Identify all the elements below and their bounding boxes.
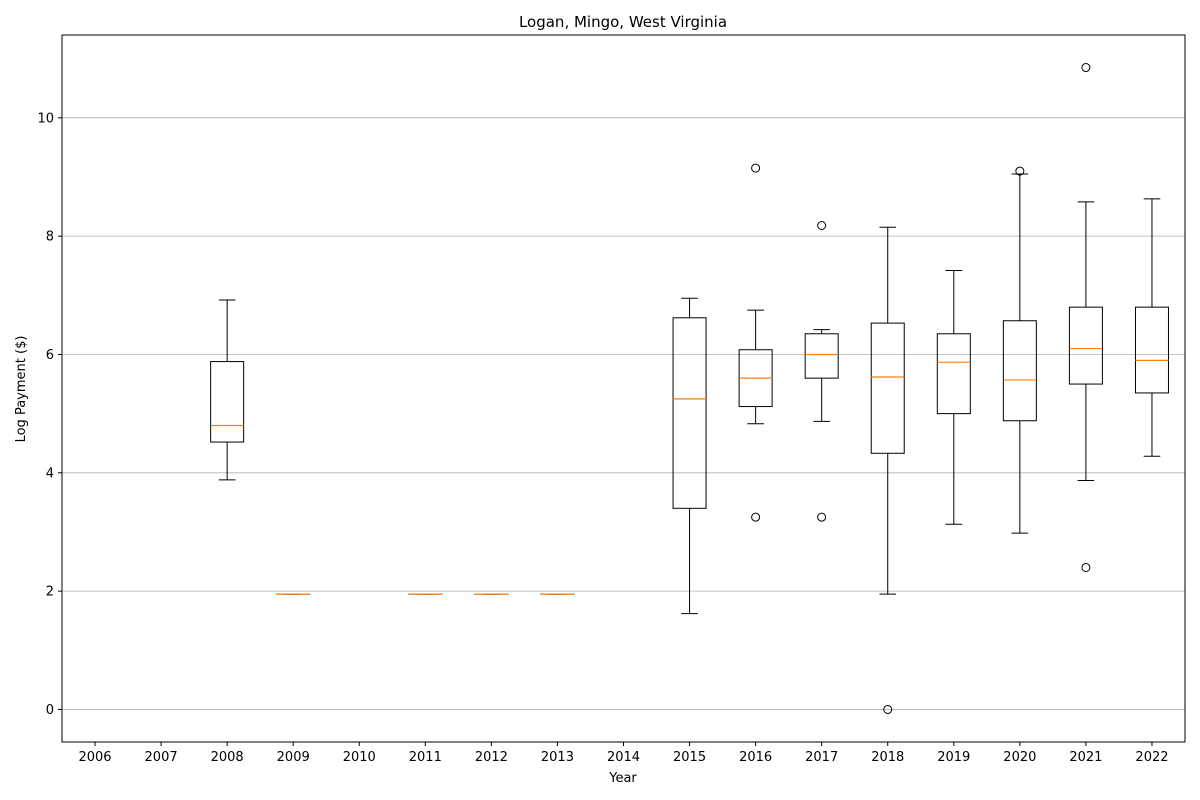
chart-title: Logan, Mingo, West Virginia xyxy=(519,13,727,31)
box-iqr xyxy=(1068,306,1103,385)
box-iqr xyxy=(672,317,707,509)
x-tick-label: 2008 xyxy=(211,750,244,765)
outlier-point xyxy=(1081,562,1091,572)
y-axis-ticks: 0 2 4 6 8 10 xyxy=(37,111,62,718)
x-tick-label: 2007 xyxy=(145,750,178,765)
box-iqr xyxy=(210,361,245,443)
x-tick-label: 2021 xyxy=(1069,750,1102,765)
box-iqr xyxy=(936,333,971,415)
outlier-point xyxy=(751,163,761,173)
box-2008 xyxy=(210,299,245,481)
box-iqr xyxy=(870,322,905,454)
x-tick-label: 2020 xyxy=(1003,750,1036,765)
x-tick-label: 2013 xyxy=(541,750,574,765)
x-axis-ticks: 2006 2007 2008 2009 2010 2011 2012 2013 2014 2015… xyxy=(78,742,1169,765)
box-2015 xyxy=(672,297,707,615)
y-tick-label: 0 xyxy=(46,703,54,718)
box-2016 xyxy=(738,163,773,522)
box-series xyxy=(210,63,1169,714)
outlier-point xyxy=(817,221,827,231)
x-tick-label: 2011 xyxy=(409,750,442,765)
box-2021 xyxy=(1068,63,1103,572)
box-iqr xyxy=(804,333,839,379)
y-axis-label: Log Payment ($) xyxy=(14,336,29,443)
x-tick-label: 2016 xyxy=(739,750,772,765)
box-2018 xyxy=(870,226,905,714)
box-2020 xyxy=(1002,166,1037,534)
y-tick-label: 10 xyxy=(37,111,54,126)
outlier-point xyxy=(1081,63,1091,73)
x-tick-label: 2009 xyxy=(277,750,310,765)
x-tick-label: 2014 xyxy=(607,750,640,765)
y-tick-label: 2 xyxy=(46,585,54,600)
box-2017 xyxy=(804,221,839,522)
x-tick-label: 2006 xyxy=(78,750,111,765)
x-tick-label: 2019 xyxy=(937,750,970,765)
x-axis-label: Year xyxy=(608,771,637,786)
outlier-point xyxy=(883,704,893,714)
outlier-point xyxy=(1015,166,1025,176)
grid-lines xyxy=(62,117,1185,710)
box-iqr xyxy=(1134,306,1169,394)
box-2022 xyxy=(1134,198,1169,457)
x-tick-label: 2012 xyxy=(475,750,508,765)
x-tick-label: 2022 xyxy=(1135,750,1168,765)
plot-area-frame xyxy=(61,34,1186,743)
outlier-point xyxy=(751,512,761,522)
x-tick-label: 2017 xyxy=(805,750,838,765)
outlier-point xyxy=(817,512,827,522)
y-tick-label: 8 xyxy=(46,230,54,245)
box-iqr xyxy=(1002,320,1037,422)
x-tick-label: 2018 xyxy=(871,750,904,765)
box-2019 xyxy=(936,269,971,525)
y-tick-label: 4 xyxy=(46,466,54,481)
x-tick-label: 2010 xyxy=(343,750,376,765)
x-tick-label: 2015 xyxy=(673,750,706,765)
y-tick-label: 6 xyxy=(46,348,54,363)
